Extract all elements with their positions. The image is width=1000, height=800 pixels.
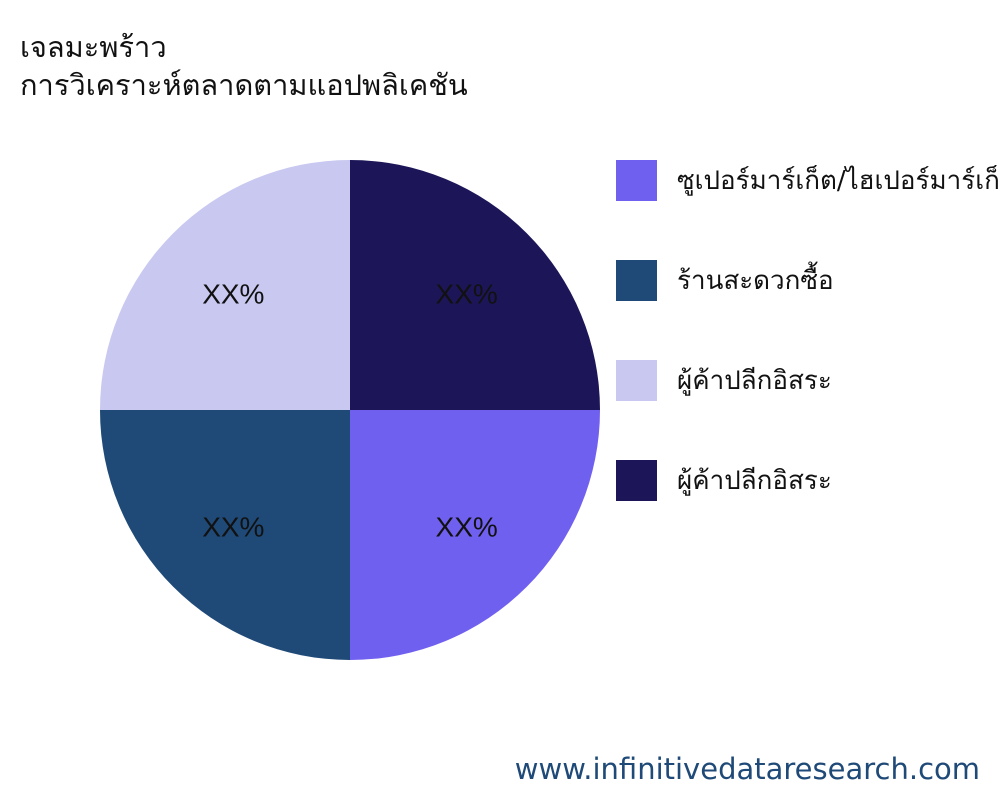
- legend-swatch: [616, 260, 657, 301]
- pie-slice-label-2: XX%: [202, 278, 264, 309]
- legend-item-3[interactable]: ผู้ค้าปลีกอิสระ: [616, 460, 1000, 501]
- legend-item-1[interactable]: ร้านสะดวกซื้อ: [616, 260, 1000, 301]
- footer-url[interactable]: www.infinitivedataresearch.com: [514, 752, 980, 786]
- pie-slice-1: [100, 410, 350, 660]
- pie-slice-0: [350, 410, 600, 660]
- chart-title-line-2: การวิเคราะห์ตลาดตามแอปพลิเคชัน: [20, 68, 468, 102]
- legend-item-2[interactable]: ผู้ค้าปลีกอิสระ: [616, 360, 1000, 401]
- legend-swatch: [616, 360, 657, 401]
- pie-slice-label-0: XX%: [436, 512, 498, 543]
- legend-label: ผู้ค้าปลีกอิสระ: [677, 366, 832, 396]
- legend-label: ร้านสะดวกซื้อ: [677, 266, 834, 296]
- legend-label: ผู้ค้าปลีกอิสระ: [677, 466, 832, 496]
- pie-slice-label-1: XX%: [202, 512, 264, 543]
- pie-slice-3: [350, 160, 600, 410]
- legend-swatch: [616, 460, 657, 501]
- pie-slice-label-3: XX%: [436, 278, 498, 309]
- chart-title: เจลมะพร้าว การวิเคราะห์ตลาดตามแอปพลิเคชั…: [20, 28, 468, 104]
- pie-slice-2: [100, 160, 350, 410]
- legend-label: ซูเปอร์มาร์เก็ต/ไฮเปอร์มาร์เก็ต: [677, 166, 1000, 196]
- legend: ซูเปอร์มาร์เก็ต/ไฮเปอร์มาร์เก็ตร้านสะดวก…: [616, 160, 1000, 560]
- legend-swatch: [616, 160, 657, 201]
- legend-item-0[interactable]: ซูเปอร์มาร์เก็ต/ไฮเปอร์มาร์เก็ต: [616, 160, 1000, 201]
- chart-title-line-1: เจลมะพร้าว: [20, 30, 167, 64]
